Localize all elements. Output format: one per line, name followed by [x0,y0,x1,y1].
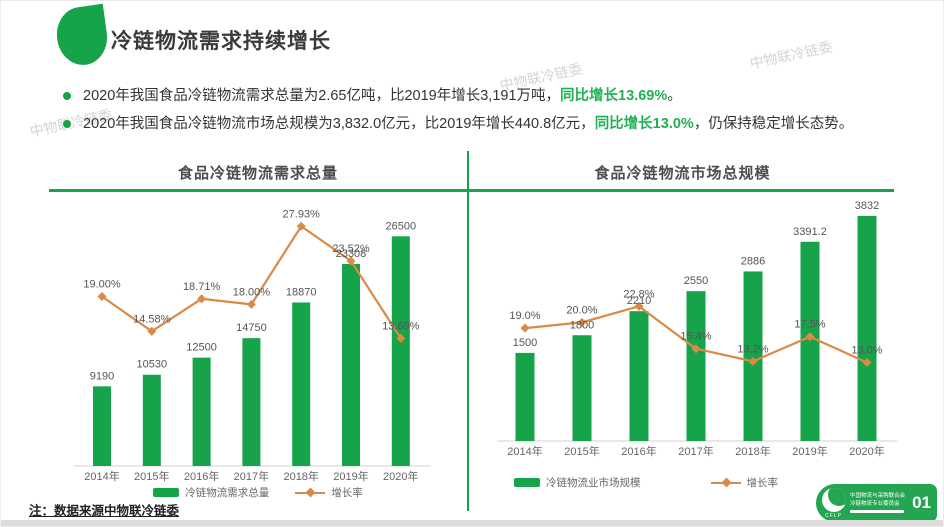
watermark: 中物联冷链委 [748,38,834,72]
page-title: 冷链物流需求持续增长 [111,30,331,53]
legend-label: 冷链物流需求总量 [185,487,270,499]
svg-text:2015年: 2015年 [134,469,169,483]
line-swatch-icon [710,481,741,484]
left-chart-legend: 冷链物流需求总量 增长率 [49,485,467,500]
bullet-dot-icon [63,92,71,100]
svg-text:13.69%: 13.69% [382,320,420,332]
svg-text:1800: 1800 [570,319,594,331]
svg-text:2015年: 2015年 [564,444,599,458]
svg-text:15.4%: 15.4% [680,331,711,343]
badge-underline [850,510,905,513]
svg-text:18870: 18870 [286,286,317,298]
legend-item-bars: 冷链物流业市场规模 [514,475,641,490]
svg-text:2019年: 2019年 [333,469,368,483]
market-chart: 1500 1800 2210 2550 2886 3391.2 3832 19.0% 20.0%… [497,200,897,458]
key-points: 2020年我国食品冷链物流需求总量为2.65亿吨，比2019年增长3,191万吨… [63,85,921,142]
chart-divider [467,151,469,511]
svg-text:19.0%: 19.0% [509,310,540,322]
svg-text:3832: 3832 [855,200,879,212]
svg-text:2018年: 2018年 [283,469,318,483]
org-name: 中国物流与采购联合会 冷链物流专业委员会 [850,493,908,513]
title-underline [49,189,894,192]
svg-text:2020年: 2020年 [383,469,418,483]
org-logo-icon: CFLP [820,487,847,519]
left-chart-title: 食品冷链物流需求总量 [177,165,338,182]
svg-text:1500: 1500 [513,337,537,349]
svg-text:2550: 2550 [684,275,708,287]
svg-text:27.93%: 27.93% [283,208,321,220]
svg-text:14.58%: 14.58% [133,313,171,325]
svg-text:2014年: 2014年 [84,469,119,483]
svg-text:23308: 23308 [336,248,367,260]
svg-text:20.0%: 20.0% [566,304,597,316]
svg-text:14750: 14750 [236,322,267,334]
legend-item-line: 增长率 [710,475,779,490]
bullet-demand-text: 2020年我国食品冷链物流需求总量为2.65亿吨，比2019年增长3,191万吨… [83,85,682,107]
svg-text:17.5%: 17.5% [794,319,825,331]
org-name-line2: 冷链物流专业委员会 [850,500,900,507]
svg-text:2018年: 2018年 [735,444,770,458]
logo-subtext: CFLP [825,512,842,519]
bullet-text-highlight: 同比增长13.69% [560,88,668,104]
svg-text:2017年: 2017年 [234,469,269,483]
line-swatch-icon [295,491,326,494]
legend-label: 增长率 [331,487,363,499]
svg-text:9190: 9190 [90,370,114,382]
svg-text:2016年: 2016年 [621,444,656,458]
svg-text:2019年: 2019年 [792,444,827,458]
svg-text:2210: 2210 [627,295,651,307]
svg-text:13.2%: 13.2% [737,343,768,355]
svg-text:22.8%: 22.8% [623,288,654,300]
bullet-dot-icon [63,120,71,129]
page-number: 01 [912,493,931,512]
legend-item-bars: 冷链物流需求总量 [153,485,269,500]
bullet-text-pre: 2020年我国食品冷链物流需求总量为2.65亿吨，比2019年增长3,191万吨… [83,88,561,104]
svg-text:13.0%: 13.0% [851,344,882,356]
legend-item-line: 增长率 [295,485,363,500]
bullet-market: 2020年我国食品冷链物流市场总规模为3,832.0亿元，比2019年增长440… [63,113,921,135]
svg-text:2020年: 2020年 [849,444,884,458]
demand-chart: 9190 10530 12500 14750 18870 23308 26500 19.00%… [74,208,431,483]
bullet-market-text: 2020年我国食品冷链物流市场总规模为3,832.0亿元，比2019年增长440… [83,113,853,135]
leaf-logo-icon [53,3,111,69]
globe-icon [821,487,846,512]
svg-text:3391.2: 3391.2 [793,226,827,238]
legend-label: 冷链物流业市场规模 [546,477,641,489]
org-badge: CFLP 中国物流与采购联合会 冷链物流专业委员会 01 [816,484,937,522]
svg-text:23.52%: 23.52% [332,243,370,255]
bullet-text-highlight: 同比增长13.0% [594,116,694,133]
svg-text:19.00%: 19.00% [83,279,121,291]
right-chart-title: 食品冷链物流市场总规模 [594,165,771,182]
svg-text:18.71%: 18.71% [183,281,221,293]
svg-text:26500: 26500 [386,220,417,232]
svg-text:10530: 10530 [137,359,168,371]
svg-text:2886: 2886 [741,255,765,267]
svg-text:2016年: 2016年 [184,469,219,483]
bottom-strip [1,520,943,526]
bar-swatch-icon [153,488,180,497]
bullet-text-pre: 2020年我国食品冷链物流市场总规模为3,832.0亿元，比2019年增长440… [83,116,595,133]
bullet-text-post: 。 [667,88,682,104]
legend-label: 增长率 [746,477,779,489]
data-source-note: 注：数据来源中物联冷链委 [29,504,180,518]
right-chart-legend: 冷链物流业市场规模 增长率 [471,475,821,490]
svg-text:2014年: 2014年 [507,444,542,458]
org-name-line1: 中国物流与采购联合会 [850,493,906,499]
bar-swatch-icon [514,478,540,487]
svg-text:2017年: 2017年 [678,444,713,458]
svg-text:18.00%: 18.00% [233,286,271,298]
bullet-text-post: ，仍保持稳定增长态势。 [693,116,854,133]
svg-text:12500: 12500 [186,342,217,354]
bullet-demand: 2020年我国食品冷链物流需求总量为2.65亿吨，比2019年增长3,191万吨… [63,85,921,107]
